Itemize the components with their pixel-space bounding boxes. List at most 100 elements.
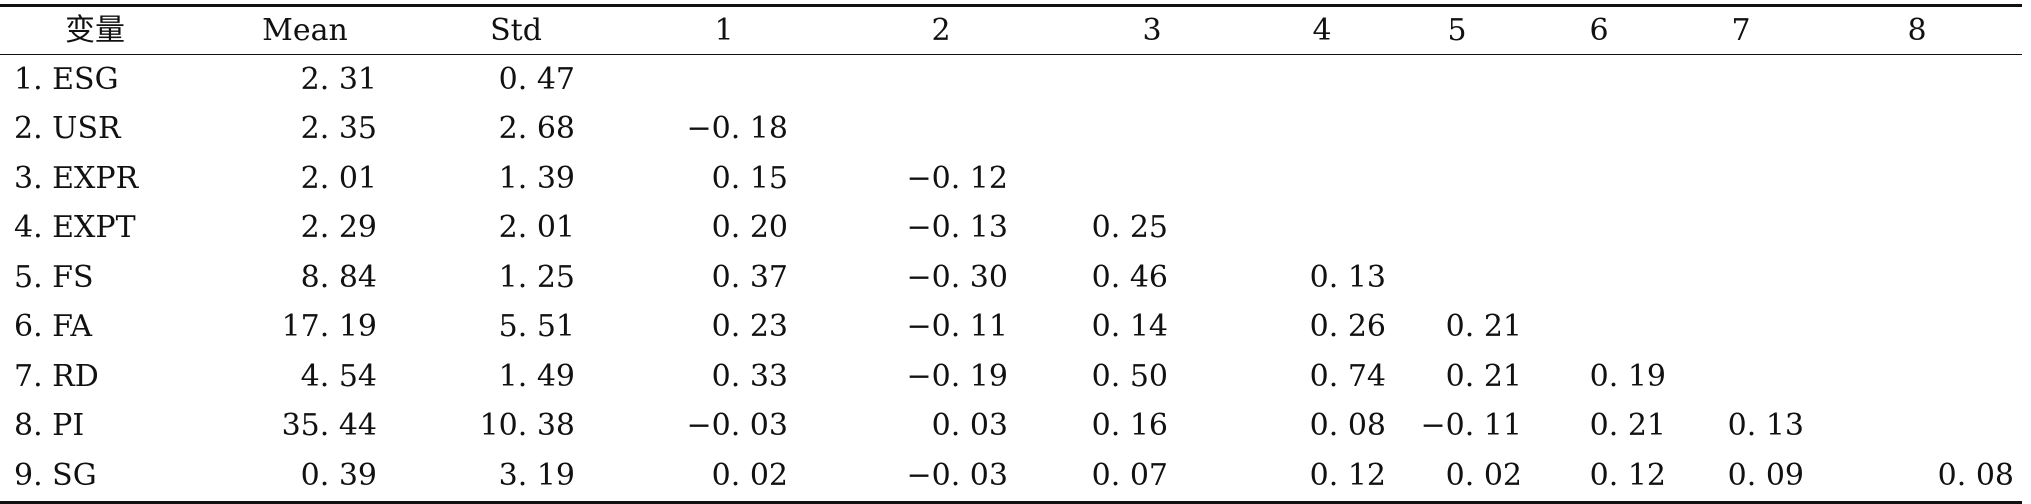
cell-col-4: 0. 12 bbox=[1309, 457, 1386, 493]
header-col-6: 6 bbox=[1589, 12, 1609, 48]
cell-col-7 bbox=[1670, 105, 1812, 155]
row-label: 8. PI bbox=[14, 408, 85, 444]
row-label: 3. EXPR bbox=[14, 160, 139, 196]
cell-col-6: 0. 19 bbox=[1589, 358, 1666, 394]
cell-col-7 bbox=[1670, 154, 1812, 204]
cell-col-3: 0. 14 bbox=[1091, 309, 1168, 345]
cell-col-6: 0. 21 bbox=[1589, 408, 1666, 444]
header-col-1: 1 bbox=[714, 12, 734, 48]
row-label: 7. RD bbox=[14, 358, 99, 394]
cell-col-8 bbox=[1812, 352, 2022, 402]
row-label: 2. USR bbox=[14, 111, 121, 147]
cell-col-4: 0. 08 bbox=[1309, 408, 1386, 444]
table-header: 变量 Mean Std 1 2 3 4 5 6 7 8 bbox=[0, 5, 2022, 55]
cell-col-6 bbox=[1528, 55, 1670, 105]
header-variable: 变量 bbox=[65, 12, 125, 48]
header-row: 变量 Mean Std 1 2 3 4 5 6 7 8 bbox=[0, 5, 2022, 55]
cell-col-5 bbox=[1386, 105, 1528, 155]
cell-mean: 2. 01 bbox=[300, 160, 377, 196]
row-label: 6. FA bbox=[14, 309, 93, 345]
cell-col-7: 0. 09 bbox=[1727, 457, 1804, 493]
header-col-8: 8 bbox=[1907, 12, 1927, 48]
header-col-3: 3 bbox=[1142, 12, 1162, 48]
row-label: 1. ESG bbox=[14, 61, 119, 97]
cell-col-3: 0. 25 bbox=[1091, 210, 1168, 246]
table-row: 4. EXPT 2. 29 2. 01 0. 20 −0. 13 0. 25 bbox=[0, 204, 2022, 254]
cell-mean: 2. 29 bbox=[300, 210, 377, 246]
cell-col-4 bbox=[1258, 204, 1386, 254]
cell-col-1: 0. 37 bbox=[711, 259, 788, 295]
cell-col-2: −0. 30 bbox=[906, 259, 1008, 295]
cell-mean: 17. 19 bbox=[281, 309, 377, 345]
table-row: 5. FS 8. 84 1. 25 0. 37 −0. 30 0. 46 0. … bbox=[0, 253, 2022, 303]
cell-col-6: 0. 12 bbox=[1589, 457, 1666, 493]
table-row: 1. ESG 2. 31 0. 47 bbox=[0, 55, 2022, 105]
cell-col-4 bbox=[1258, 105, 1386, 155]
cell-col-7 bbox=[1670, 352, 1812, 402]
table-row: 7. RD 4. 54 1. 49 0. 33 −0. 19 0. 50 0. … bbox=[0, 352, 2022, 402]
cell-mean: 2. 31 bbox=[300, 61, 377, 97]
row-label: 9. SG bbox=[14, 457, 97, 493]
cell-col-2: 0. 03 bbox=[931, 408, 1008, 444]
cell-col-1: 0. 33 bbox=[711, 358, 788, 394]
cell-col-6 bbox=[1528, 105, 1670, 155]
cell-std: 1. 39 bbox=[498, 160, 575, 196]
cell-col-6 bbox=[1528, 154, 1670, 204]
cell-col-1: 0. 15 bbox=[711, 160, 788, 196]
cell-col-3 bbox=[1046, 55, 1258, 105]
cell-col-8 bbox=[1812, 105, 2022, 155]
cell-col-8 bbox=[1812, 204, 2022, 254]
header-col-7: 7 bbox=[1731, 12, 1751, 48]
cell-col-5: 0. 21 bbox=[1445, 358, 1522, 394]
table-row: 6. FA 17. 19 5. 51 0. 23 −0. 11 0. 14 0.… bbox=[0, 303, 2022, 353]
cell-col-2: −0. 03 bbox=[906, 457, 1008, 493]
cell-col-5: 0. 21 bbox=[1445, 309, 1522, 345]
cell-col-7 bbox=[1670, 253, 1812, 303]
cell-col-8 bbox=[1812, 154, 2022, 204]
cell-col-1: 0. 23 bbox=[711, 309, 788, 345]
cell-col-5 bbox=[1386, 154, 1528, 204]
cell-col-1 bbox=[612, 55, 836, 105]
cell-col-8 bbox=[1812, 55, 2022, 105]
cell-col-3: 0. 50 bbox=[1091, 358, 1168, 394]
cell-col-1: 0. 20 bbox=[711, 210, 788, 246]
header-std: Std bbox=[490, 12, 542, 48]
cell-col-8: 0. 08 bbox=[1937, 457, 2014, 493]
correlation-table: 变量 Mean Std 1 2 3 4 5 6 7 8 1. ESG 2. 31… bbox=[0, 4, 2022, 504]
table-row: 9. SG 0. 39 3. 19 0. 02 −0. 03 0. 07 0. … bbox=[0, 451, 2022, 502]
cell-mean: 8. 84 bbox=[300, 259, 377, 295]
cell-col-6 bbox=[1528, 204, 1670, 254]
cell-col-5: −0. 11 bbox=[1420, 408, 1522, 444]
header-col-4: 4 bbox=[1312, 12, 1332, 48]
cell-col-5 bbox=[1386, 253, 1528, 303]
cell-col-2: −0. 13 bbox=[906, 210, 1008, 246]
cell-col-4: 0. 26 bbox=[1309, 309, 1386, 345]
cell-col-7: 0. 13 bbox=[1727, 408, 1804, 444]
cell-mean: 4. 54 bbox=[300, 358, 377, 394]
cell-col-2: −0. 19 bbox=[906, 358, 1008, 394]
cell-col-2: −0. 12 bbox=[906, 160, 1008, 196]
cell-mean: 2. 35 bbox=[300, 111, 377, 147]
table-row: 8. PI 35. 44 10. 38 −0. 03 0. 03 0. 16 0… bbox=[0, 402, 2022, 452]
cell-col-5: 0. 02 bbox=[1445, 457, 1522, 493]
cell-col-4: 0. 13 bbox=[1309, 259, 1386, 295]
cell-std: 5. 51 bbox=[498, 309, 575, 345]
row-label: 4. EXPT bbox=[14, 210, 136, 246]
cell-std: 10. 38 bbox=[479, 408, 575, 444]
cell-col-2 bbox=[836, 55, 1046, 105]
cell-col-4 bbox=[1258, 154, 1386, 204]
cell-col-8 bbox=[1812, 303, 2022, 353]
cell-col-1: 0. 02 bbox=[711, 457, 788, 493]
row-label: 5. FS bbox=[14, 259, 94, 295]
cell-col-7 bbox=[1670, 204, 1812, 254]
cell-std: 1. 49 bbox=[498, 358, 575, 394]
cell-col-6 bbox=[1528, 253, 1670, 303]
cell-col-1: −0. 18 bbox=[686, 111, 788, 147]
cell-col-3: 0. 07 bbox=[1091, 457, 1168, 493]
cell-col-8 bbox=[1812, 402, 2022, 452]
cell-col-3: 0. 16 bbox=[1091, 408, 1168, 444]
cell-std: 1. 25 bbox=[498, 259, 575, 295]
header-col-2: 2 bbox=[931, 12, 951, 48]
cell-col-7 bbox=[1670, 303, 1812, 353]
